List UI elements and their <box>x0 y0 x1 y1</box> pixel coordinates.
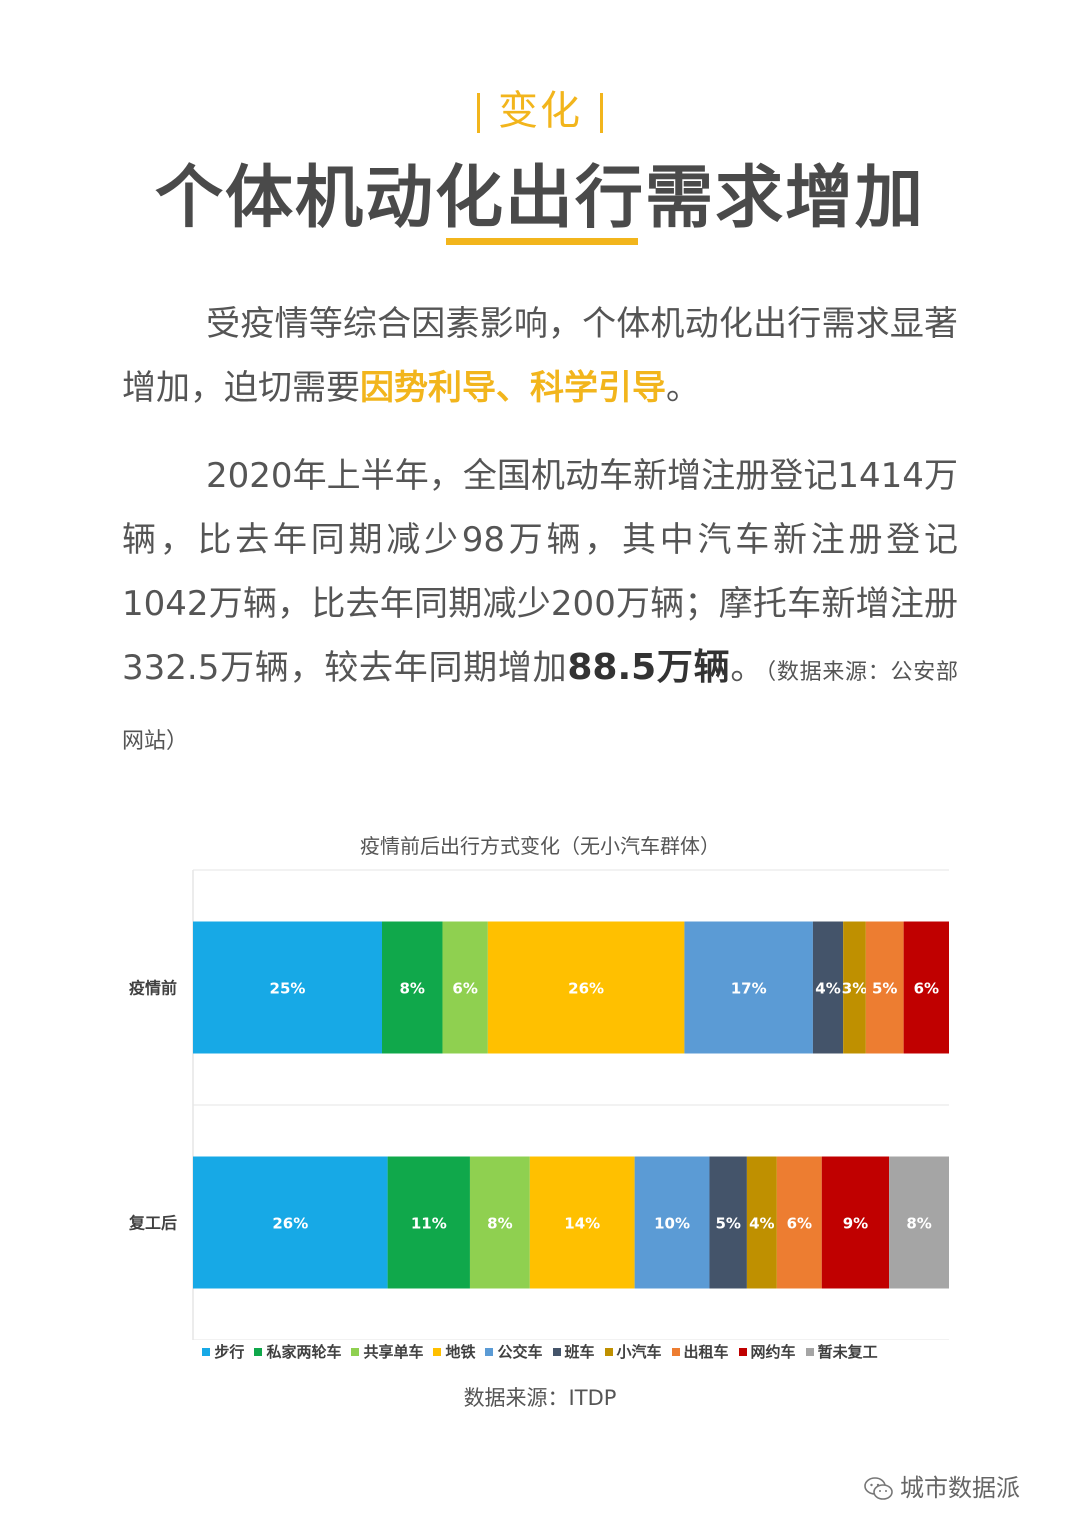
data-label: 17% <box>731 980 767 998</box>
data-label: 6% <box>787 1215 812 1233</box>
para2-source: （数据来源：公安部网站） <box>122 660 958 754</box>
data-label: 3% <box>842 980 867 998</box>
legend-label: 出租车 <box>683 1343 729 1361</box>
bar-segment <box>684 921 813 1054</box>
data-label: 14% <box>564 1215 600 1233</box>
watermark-text: 城市数据派 <box>900 1474 1020 1502</box>
bar-segment <box>746 1156 777 1289</box>
title-underline <box>446 238 638 245</box>
paragraph-stats: 2020年上半年，全国机动车新增注册登记1414万辆，比去年同期减少98万辆，其… <box>122 444 958 774</box>
data-label: 5% <box>872 980 897 998</box>
data-label: 9% <box>843 1215 868 1233</box>
bar-segment <box>382 921 443 1054</box>
para1-text: 受疫情等综合因素影响，个体机动化出行需求显著增加，迫切需要 <box>122 304 958 408</box>
data-label: 4% <box>749 1215 774 1233</box>
bar-segment <box>387 1156 470 1289</box>
legend-swatch <box>738 1348 747 1356</box>
legend-label: 共享单车 <box>363 1343 424 1361</box>
bar-segment <box>821 1156 890 1289</box>
bar-segment <box>487 921 685 1054</box>
stacked-bar-chart: 疫情前 25% 8% 6% 26% 17% 4% 3% 5% 6%复工后 26% 11% 8% 14% 10… <box>128 869 949 1340</box>
legend-label: 地铁 <box>445 1343 476 1361</box>
data-label: 10% <box>654 1215 690 1233</box>
bar-segment <box>889 1156 949 1289</box>
data-label: 5% <box>715 1215 740 1233</box>
legend-item: 公交车 <box>485 1341 543 1362</box>
legend-swatch <box>202 1348 211 1356</box>
section-tag-label: 变化 <box>498 88 582 134</box>
para2-end: 。 <box>730 648 766 688</box>
legend-item: 出租车 <box>671 1341 729 1362</box>
para2-text: 2020年上半年，全国机动车新增注册登记1414万辆，比去年同期减少98万辆，其… <box>122 456 958 688</box>
legend-item: 地铁 <box>433 1341 475 1362</box>
bar-segment <box>843 921 866 1054</box>
data-label: 26% <box>568 980 604 998</box>
section-tag: 变化 <box>0 78 1080 136</box>
tag-bar-right <box>600 93 603 133</box>
bar-segment <box>442 921 488 1054</box>
legend-swatch <box>351 1348 360 1356</box>
category-label: 复工后 <box>128 1214 177 1233</box>
legend-label: 班车 <box>564 1343 595 1361</box>
chart-legend: 步行 私家两轮车 共享单车 地铁 公交车 班车 小汽车 出租车 网约车 暂未复工 <box>0 1341 1080 1362</box>
bar-segment <box>865 921 904 1054</box>
bar-segment <box>776 1156 822 1289</box>
tag-bar-left <box>477 93 480 133</box>
legend-item: 私家两轮车 <box>254 1341 341 1362</box>
para2-bold: 88.5万辆 <box>567 647 731 688</box>
wechat-icon <box>864 1477 893 1500</box>
data-label: 8% <box>487 1215 512 1233</box>
bar-segment <box>193 921 382 1054</box>
legend-item: 步行 <box>202 1341 244 1362</box>
data-label: 8% <box>400 980 425 998</box>
legend-item: 班车 <box>552 1341 595 1362</box>
legend-swatch <box>552 1348 561 1356</box>
legend-swatch <box>671 1348 680 1356</box>
bar-segment <box>469 1156 530 1289</box>
bar-segment <box>903 921 949 1054</box>
legend-label: 小汽车 <box>616 1343 662 1361</box>
legend-item: 暂未复工 <box>805 1341 878 1362</box>
legend-label: 公交车 <box>497 1343 543 1361</box>
legend-swatch <box>485 1348 494 1356</box>
legend-label: 网约车 <box>750 1343 796 1361</box>
bar-segment <box>193 1156 388 1289</box>
data-label: 25% <box>270 980 306 998</box>
bar-segment <box>529 1156 635 1289</box>
data-label: 11% <box>411 1215 447 1233</box>
bar-segment <box>709 1156 747 1289</box>
chart-title: 疫情前后出行方式变化（无小汽车群体） <box>360 834 720 858</box>
bar-segment <box>812 921 844 1054</box>
legend-label: 暂未复工 <box>817 1343 878 1361</box>
para1-highlight: 因势利导、科学引导 <box>360 368 666 408</box>
legend-label: 步行 <box>214 1343 245 1361</box>
data-label: 4% <box>815 980 840 998</box>
category-label: 疫情前 <box>129 979 177 998</box>
legend-swatch <box>604 1348 613 1356</box>
bar-segment <box>634 1156 710 1289</box>
data-label: 6% <box>452 980 477 998</box>
page-title: 个体机动化出行需求增加 <box>154 159 925 238</box>
chart-source: 数据来源：ITDP <box>463 1386 617 1410</box>
legend-item: 小汽车 <box>604 1341 662 1362</box>
legend-swatch <box>805 1348 814 1356</box>
data-label: 6% <box>914 980 939 998</box>
legend-swatch <box>254 1348 263 1356</box>
watermark: 城市数据派 <box>864 1468 1020 1503</box>
legend-item: 共享单车 <box>351 1341 423 1362</box>
legend-label: 私家两轮车 <box>266 1343 342 1361</box>
paragraph-intro: 受疫情等综合因素影响，个体机动化出行需求显著增加，迫切需要因势利导、科学引导。 <box>122 292 958 420</box>
data-label: 26% <box>272 1215 308 1233</box>
data-label: 8% <box>906 1215 931 1233</box>
legend-swatch <box>433 1348 442 1356</box>
legend-item: 网约车 <box>738 1341 796 1362</box>
para1-end: 。 <box>666 368 700 408</box>
